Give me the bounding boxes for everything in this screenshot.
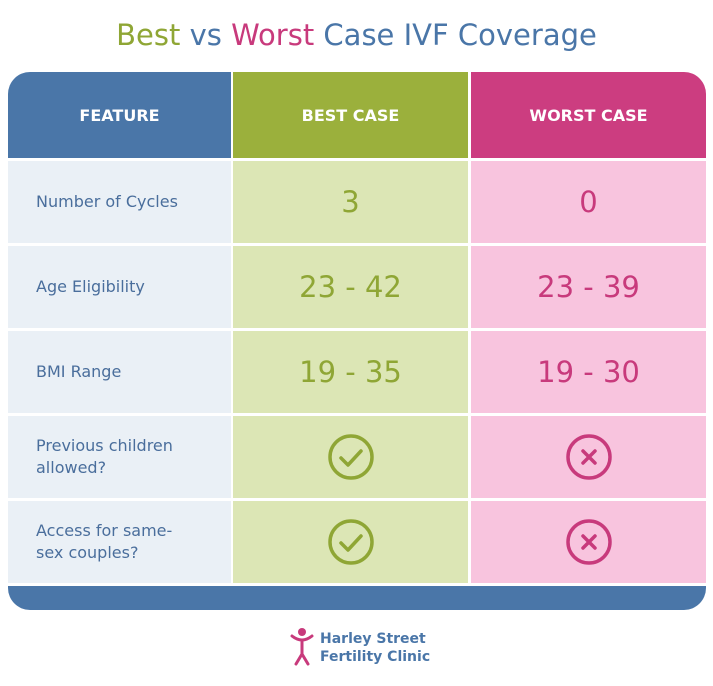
title-rest: Case IVF Coverage: [323, 18, 597, 52]
logo-text: Harley Street: [320, 631, 426, 647]
logo-text: Fertility Clinic: [320, 649, 431, 665]
table-cell: 23 - 42: [233, 246, 468, 328]
title-best: Best: [116, 18, 181, 52]
table: FEATURE BEST CASE WORST CASE Number of C…: [8, 72, 706, 610]
table-cell: 0: [471, 161, 706, 243]
logo-icon: [290, 628, 314, 666]
table-cell: [471, 416, 706, 498]
table-cell: 19 - 30: [471, 331, 706, 413]
check-icon: [327, 434, 374, 480]
table-cell: 3: [233, 161, 468, 243]
cross-icon: [565, 434, 612, 480]
table-cell: [233, 501, 468, 583]
table-cell: BMI Range: [8, 331, 231, 413]
table-cell: Age Eligibility: [8, 246, 231, 328]
logo: Harley Street Fertility Clinic: [290, 626, 430, 670]
table-cell: [471, 501, 706, 583]
cross-icon: [565, 519, 612, 565]
footer-bar: [8, 586, 706, 610]
table-cell: Number of Cycles: [8, 161, 231, 243]
title-vs: vs: [189, 18, 222, 52]
table-cell: Access for same-sex couples?: [8, 501, 231, 583]
header-cell: FEATURE: [8, 72, 231, 158]
table-cell: 23 - 39: [471, 246, 706, 328]
check-icon: [327, 519, 374, 565]
header-cell: BEST CASE: [233, 72, 468, 158]
title-worst: Worst: [231, 18, 315, 52]
table-cell: Previous children allowed?: [8, 416, 231, 498]
table-cell: 19 - 35: [233, 331, 468, 413]
header-cell: WORST CASE: [471, 72, 706, 158]
table-cell: [233, 416, 468, 498]
title: Best vs Worst Case IVF Coverage: [0, 18, 713, 52]
